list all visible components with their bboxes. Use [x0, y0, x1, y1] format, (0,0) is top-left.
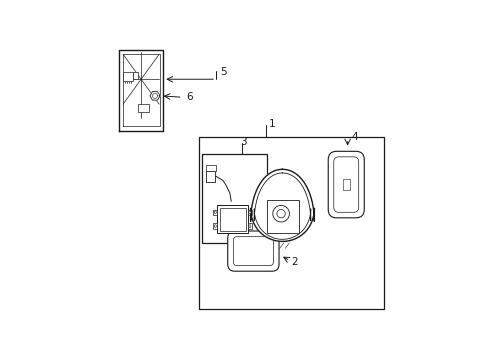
Bar [247, 223, 251, 229]
Ellipse shape [248, 211, 250, 214]
Bar [202, 154, 267, 243]
Polygon shape [250, 169, 314, 242]
Bar [123, 72, 133, 81]
Bar [213, 223, 217, 229]
FancyBboxPatch shape [333, 157, 358, 212]
Text: 6: 6 [186, 92, 193, 102]
Bar [213, 210, 217, 215]
Bar [133, 72, 138, 79]
Ellipse shape [276, 210, 285, 218]
Bar [219, 208, 245, 231]
Ellipse shape [272, 205, 289, 222]
Ellipse shape [214, 225, 216, 228]
Polygon shape [150, 91, 160, 100]
Bar [138, 104, 149, 112]
Bar [342, 179, 349, 190]
FancyBboxPatch shape [227, 231, 279, 271]
FancyBboxPatch shape [327, 151, 364, 218]
Ellipse shape [248, 225, 250, 228]
Text: 2: 2 [291, 257, 298, 267]
Bar [267, 200, 299, 233]
Bar [199, 138, 383, 309]
FancyBboxPatch shape [233, 237, 273, 266]
Text: 1: 1 [268, 118, 275, 129]
Bar [206, 171, 214, 182]
Bar [217, 205, 247, 233]
Ellipse shape [214, 211, 216, 214]
Bar [206, 165, 216, 171]
Text: 4: 4 [351, 132, 358, 143]
Text: 5: 5 [220, 67, 226, 77]
Bar [247, 210, 251, 215]
Text: 3: 3 [240, 136, 246, 147]
Polygon shape [119, 50, 163, 131]
